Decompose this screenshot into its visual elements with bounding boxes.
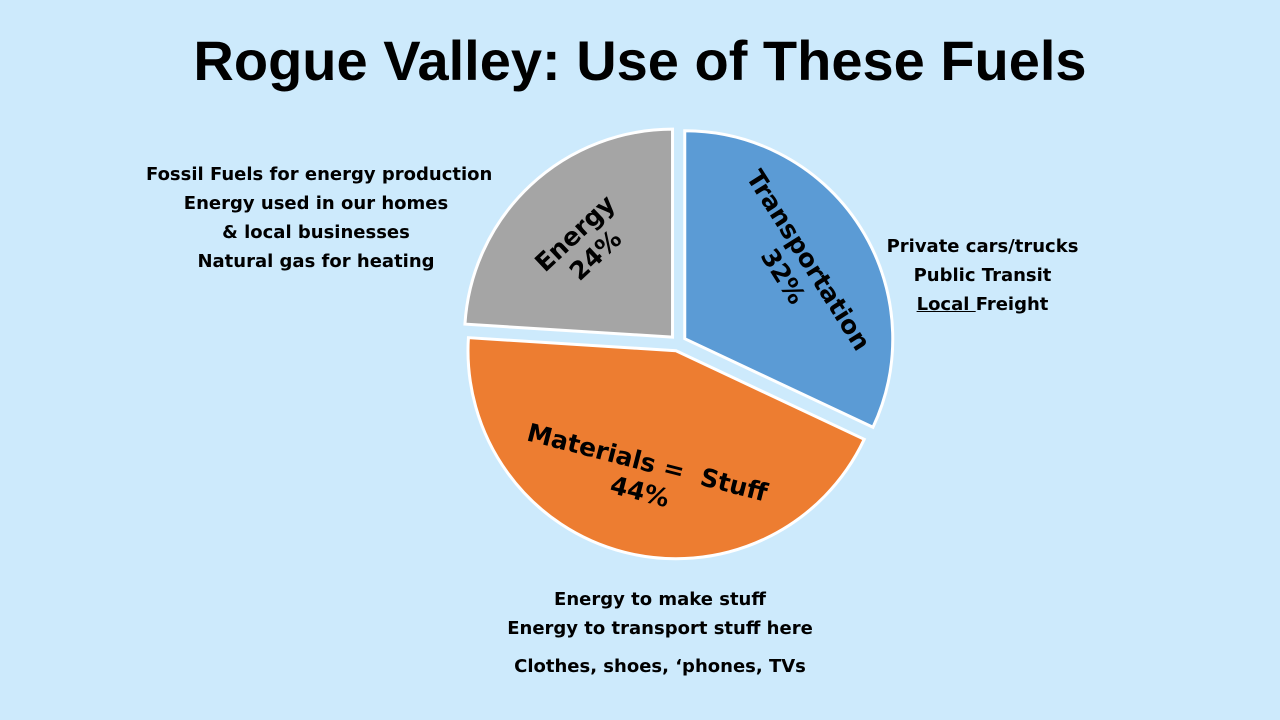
transport-note-line: Public Transit — [913, 265, 1052, 286]
energy-note-line: Fossil Fuels for energy production — [146, 164, 493, 185]
pie-slice-materials-stuff — [466, 336, 867, 561]
energy-note-line: Natural gas for heating — [197, 251, 435, 272]
materials-note-line: Clothes, shoes, ‘phones, TVs — [514, 656, 806, 677]
energy-notes: Fossil Fuels for energy production Energ… — [146, 160, 493, 276]
pie-slice-energy — [463, 127, 675, 339]
chart-title: Rogue Valley: Use of These Fuels — [193, 29, 1087, 92]
energy-note-line: Energy used in our homes — [183, 193, 449, 214]
transportation-notes: Private cars/trucks Public Transit Local… — [880, 232, 1085, 319]
energy-note-line: & local businesses — [222, 222, 410, 243]
materials-note-line: Energy to transport stuff here — [507, 618, 813, 639]
freight-text: Freight — [975, 294, 1049, 315]
materials-note-line: Energy to make stuff — [554, 589, 766, 610]
local-underlined: Local — [916, 294, 976, 315]
pie-slice-transportation — [683, 129, 895, 430]
transport-note-line: Private cars/trucks — [886, 236, 1079, 257]
materials-notes: Energy to make stuff Energy to transport… — [500, 585, 820, 681]
transport-note-line: Local Freight — [880, 290, 1085, 319]
